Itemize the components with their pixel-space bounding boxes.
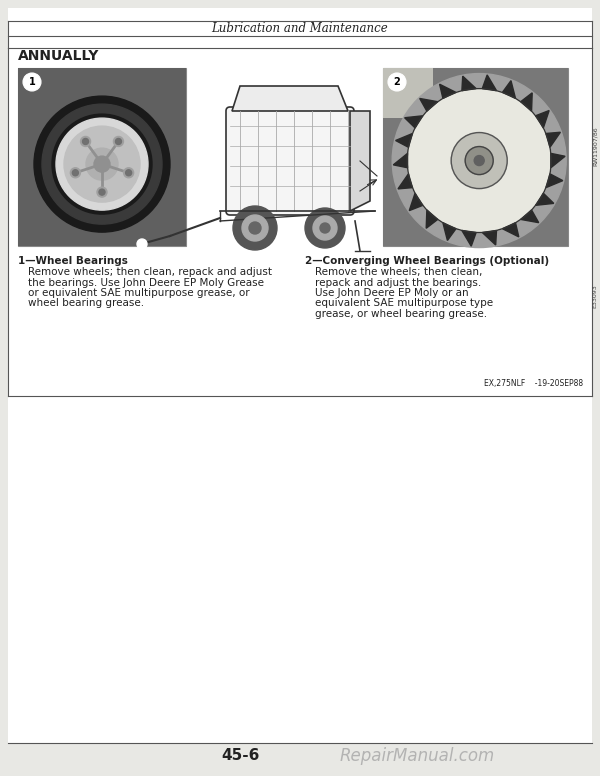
Polygon shape [482, 230, 497, 245]
Bar [383, 68, 568, 246]
Text: 45-6: 45-6 [221, 749, 259, 764]
Text: wheel bearing grease.: wheel bearing grease. [28, 299, 144, 309]
Polygon shape [521, 210, 539, 223]
Polygon shape [502, 81, 515, 99]
Circle shape [474, 155, 484, 165]
Circle shape [94, 156, 110, 172]
Text: Remove the wheels; then clean,: Remove the wheels; then clean, [315, 267, 482, 277]
Circle shape [115, 138, 121, 144]
Circle shape [73, 170, 79, 176]
Circle shape [313, 216, 337, 240]
Polygon shape [398, 174, 412, 189]
Text: the bearings. Use John Deere EP Moly Grease: the bearings. Use John Deere EP Moly Gre… [28, 278, 264, 287]
Circle shape [392, 74, 566, 248]
Circle shape [23, 73, 41, 91]
Polygon shape [551, 154, 565, 168]
Circle shape [52, 114, 152, 214]
Polygon shape [462, 76, 476, 91]
FancyBboxPatch shape [226, 107, 354, 215]
Circle shape [388, 73, 406, 91]
Circle shape [305, 208, 345, 248]
Bar [18, 68, 186, 246]
Polygon shape [395, 133, 412, 147]
Text: 1—Wheel Bearings: 1—Wheel Bearings [18, 256, 128, 266]
Polygon shape [443, 223, 456, 241]
Text: repack and adjust the bearings.: repack and adjust the bearings. [315, 278, 481, 287]
Circle shape [125, 170, 131, 176]
Circle shape [42, 104, 162, 224]
Text: RepairManual.com: RepairManual.com [340, 747, 495, 765]
Polygon shape [502, 223, 519, 237]
Text: equivalent SAE multipurpose type: equivalent SAE multipurpose type [315, 299, 493, 309]
Circle shape [34, 96, 170, 232]
Circle shape [233, 206, 277, 250]
Polygon shape [350, 111, 370, 211]
Circle shape [80, 137, 91, 147]
Text: Lubrication and Maintenance: Lubrication and Maintenance [212, 23, 388, 36]
Text: grease, or wheel bearing grease.: grease, or wheel bearing grease. [315, 309, 487, 319]
Text: 1: 1 [29, 77, 35, 87]
Circle shape [320, 223, 330, 233]
Circle shape [99, 189, 105, 195]
Circle shape [70, 168, 80, 178]
Polygon shape [482, 75, 497, 91]
Circle shape [83, 138, 89, 144]
Polygon shape [546, 132, 560, 147]
Polygon shape [440, 85, 456, 99]
Text: 2—Converging Wheel Bearings (Optional): 2—Converging Wheel Bearings (Optional) [305, 256, 549, 266]
Polygon shape [521, 93, 532, 111]
Bar [383, 68, 568, 246]
Text: ANNUALLY: ANNUALLY [18, 49, 100, 63]
Text: Use John Deere EP Moly or an: Use John Deere EP Moly or an [315, 288, 469, 298]
Circle shape [465, 147, 493, 175]
Circle shape [86, 148, 118, 180]
Bar [8, 743, 592, 768]
Circle shape [407, 88, 551, 233]
Text: or equivalent SAE multipurpose grease, or: or equivalent SAE multipurpose grease, o… [28, 288, 250, 298]
Polygon shape [420, 99, 438, 111]
Polygon shape [536, 193, 554, 206]
Polygon shape [394, 154, 407, 168]
Polygon shape [462, 230, 476, 246]
Text: E33093: E33093 [593, 284, 598, 308]
Polygon shape [426, 210, 438, 228]
Circle shape [113, 137, 124, 147]
Circle shape [56, 118, 148, 210]
Polygon shape [536, 110, 549, 128]
Text: Remove wheels; then clean, repack and adjust: Remove wheels; then clean, repack and ad… [28, 267, 272, 277]
Polygon shape [232, 86, 348, 111]
Circle shape [451, 133, 507, 189]
Circle shape [242, 215, 268, 241]
Polygon shape [409, 193, 423, 210]
Bar [383, 68, 433, 118]
Text: 2: 2 [394, 77, 400, 87]
Circle shape [97, 187, 107, 197]
Text: EX,275NLF    -19-20SEP88: EX,275NLF -19-20SEP88 [484, 379, 583, 388]
Circle shape [64, 126, 140, 202]
Circle shape [249, 222, 261, 234]
Circle shape [124, 168, 134, 178]
Polygon shape [404, 116, 423, 128]
Circle shape [137, 239, 147, 249]
Polygon shape [546, 174, 563, 188]
Text: RW11907/86: RW11907/86 [593, 126, 598, 166]
Bar [18, 68, 186, 246]
